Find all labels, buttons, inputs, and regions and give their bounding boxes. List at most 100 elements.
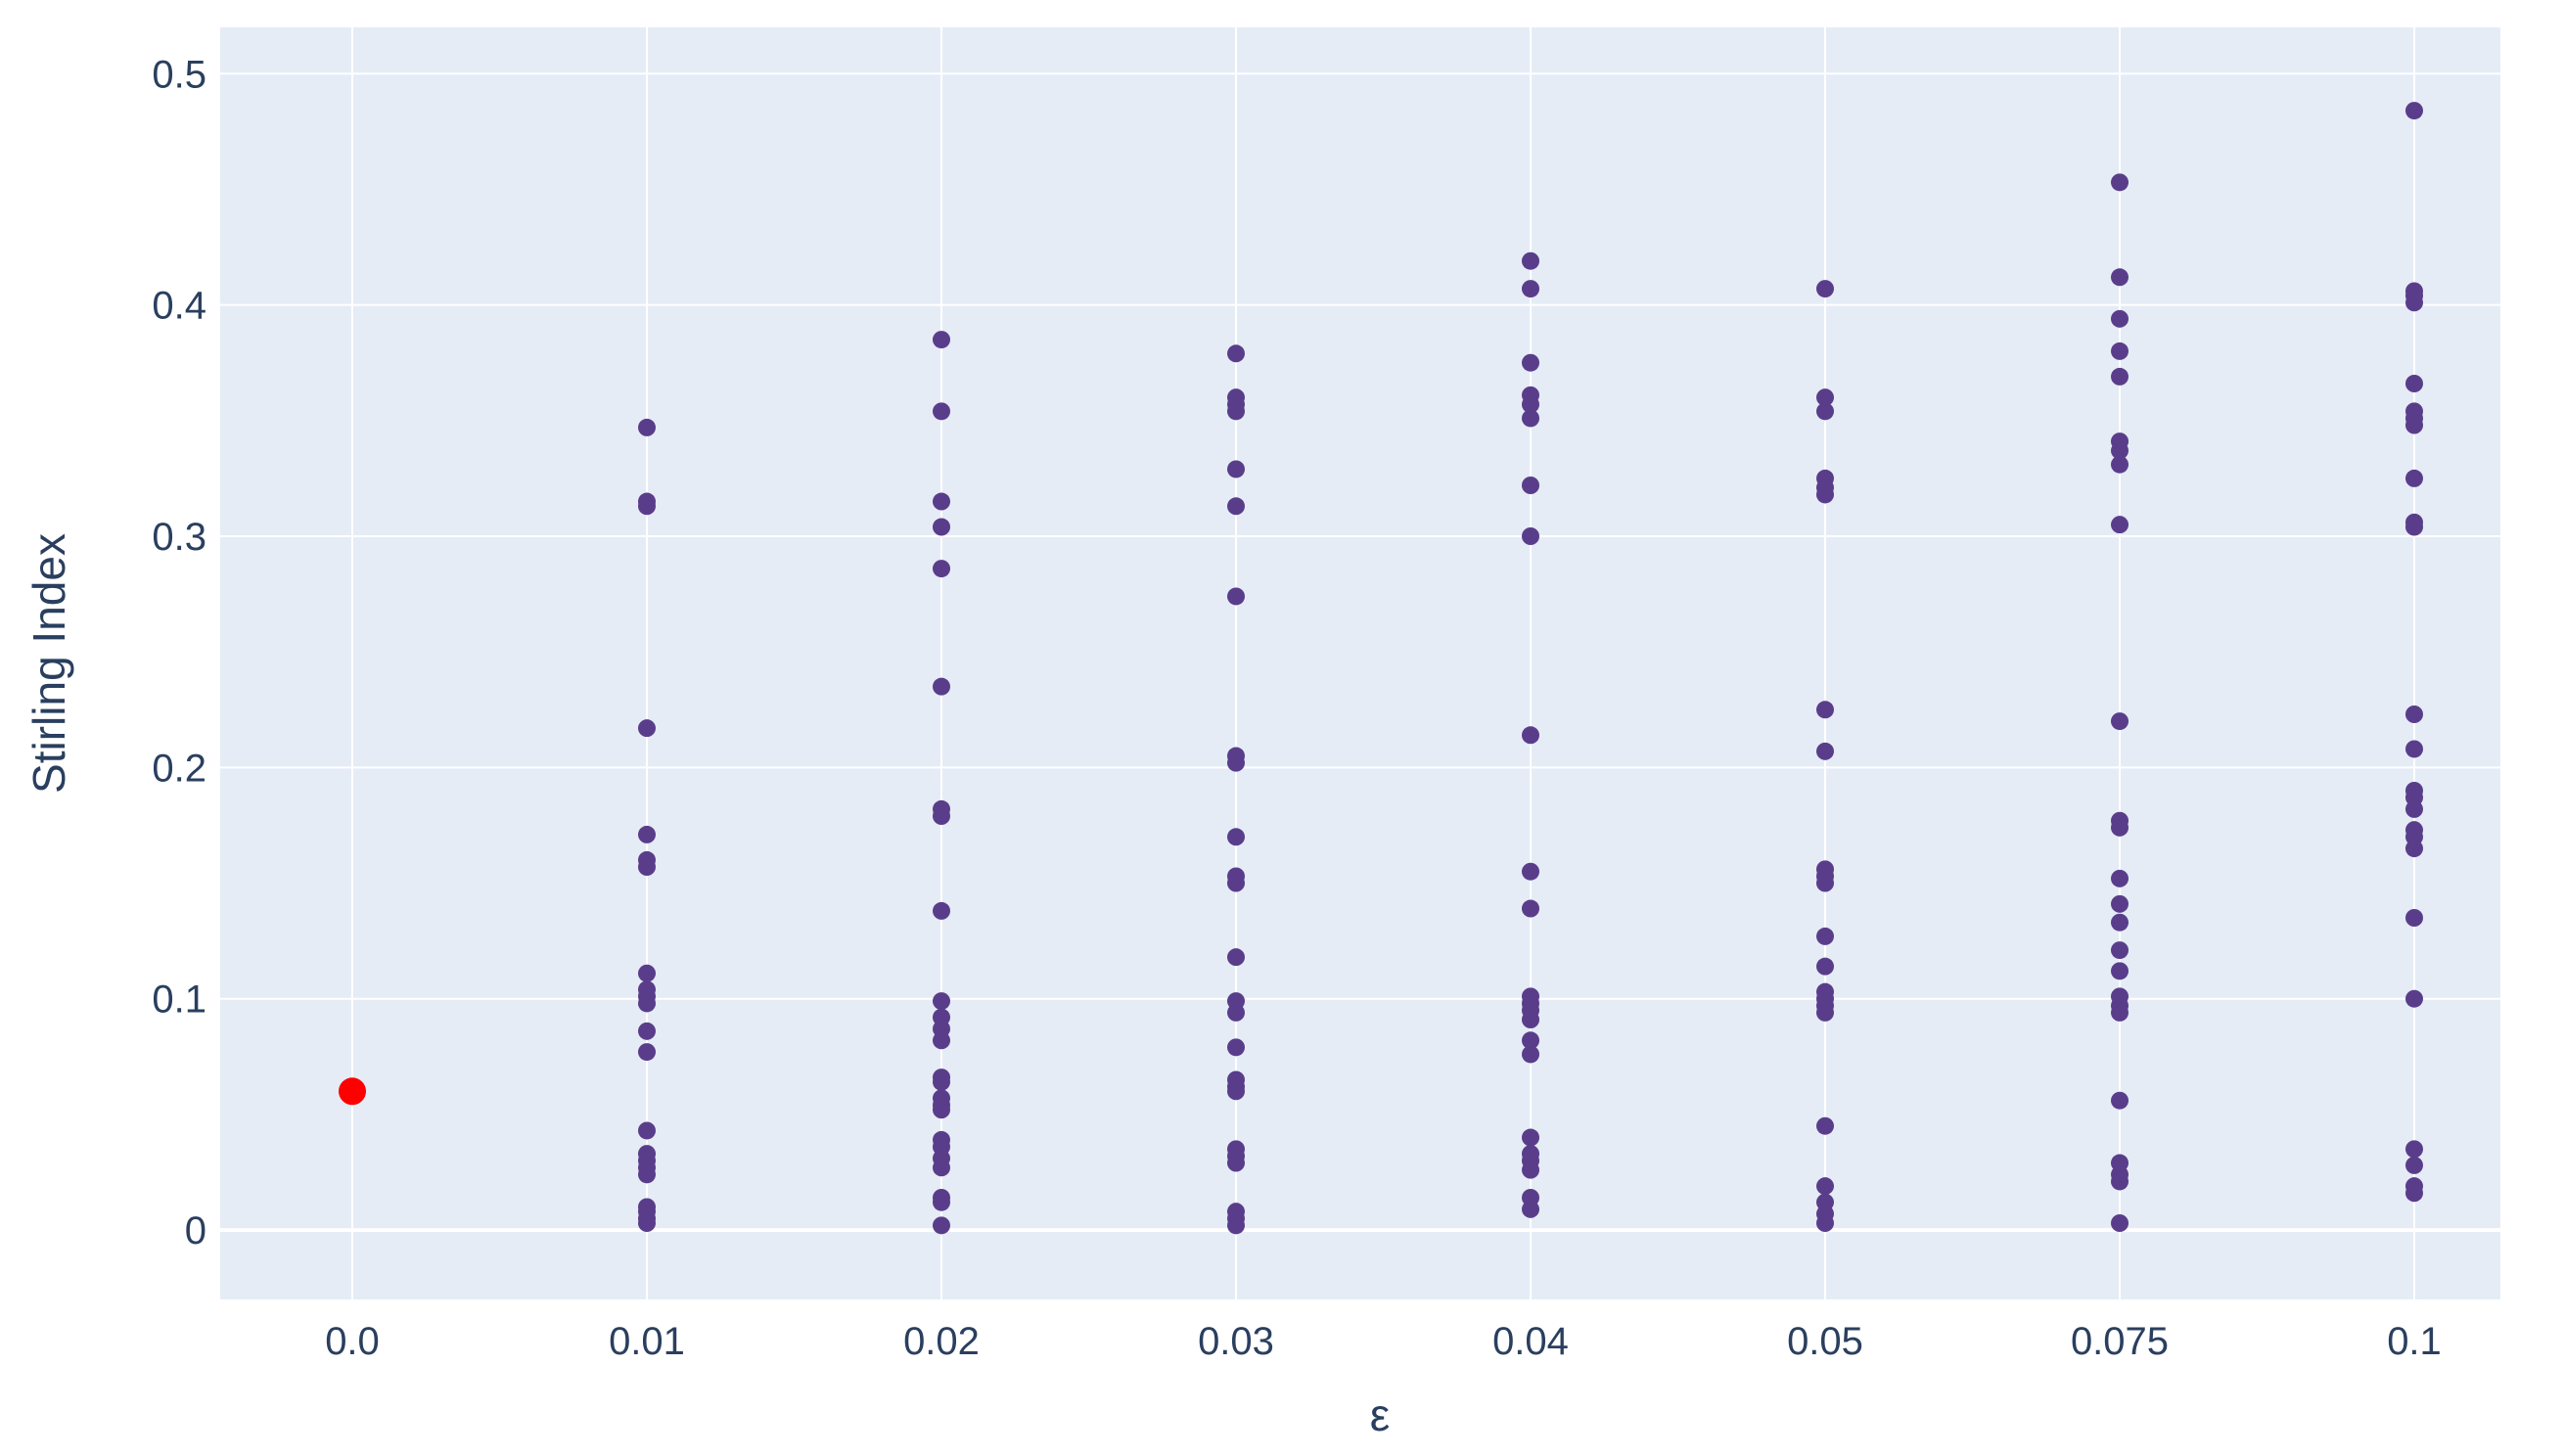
data-point (933, 1072, 950, 1091)
data-point (638, 825, 656, 843)
data-point (933, 677, 950, 696)
data-point (933, 1159, 950, 1177)
data-point (638, 418, 656, 436)
data-point (2111, 173, 2129, 192)
data-point (1816, 1003, 1834, 1022)
data-point (2405, 740, 2423, 758)
data-point (933, 807, 950, 825)
data-point (1816, 927, 1834, 945)
data-point (1227, 874, 1245, 892)
data-point (2111, 455, 2129, 474)
data-point (2405, 1156, 2423, 1174)
x-tick-label: 0.05 (1787, 1320, 1863, 1363)
data-point (2111, 818, 2129, 837)
data-point (2405, 375, 2423, 392)
x-tick-label: 0.02 (903, 1320, 980, 1363)
y-axis-title: Stirling Index (23, 533, 74, 794)
data-point (1522, 409, 1539, 428)
data-point (1227, 1216, 1245, 1235)
data-point (1522, 280, 1539, 298)
data-point (2111, 1172, 2129, 1191)
data-point (638, 1165, 656, 1184)
x-tick-labels: 0.0 0.01 0.02 0.03 0.04 0.05 0.075 0.1 (325, 1320, 2442, 1363)
data-point (2111, 268, 2129, 287)
data-point (1522, 1011, 1539, 1028)
data-point (638, 1022, 656, 1040)
data-point (1522, 1045, 1539, 1064)
data-point (2405, 840, 2423, 858)
data-point (638, 1043, 656, 1062)
data-point (1816, 485, 1834, 504)
data-point (1227, 828, 1245, 846)
data-point (933, 992, 950, 1011)
data-point (1522, 395, 1539, 414)
data-point (2111, 869, 2129, 887)
data-point (933, 402, 950, 421)
data-point (1816, 957, 1834, 976)
data-point (1522, 1031, 1539, 1050)
data-point (1522, 726, 1539, 745)
y-tick-label: 0.2 (152, 747, 206, 790)
data-point (2405, 705, 2423, 723)
data-point (1227, 948, 1245, 967)
data-point (638, 1214, 656, 1232)
data-point (2405, 1140, 2423, 1159)
data-point (1227, 1154, 1245, 1172)
plot-background (220, 27, 2500, 1299)
data-point (2405, 294, 2423, 312)
data-point (933, 1193, 950, 1211)
data-point (933, 1216, 950, 1235)
y-tick-labels: 0 0.1 0.2 0.3 0.4 0.5 (152, 53, 206, 1252)
data-point (2111, 894, 2129, 913)
data-point (933, 492, 950, 511)
data-point (2405, 416, 2423, 434)
data-point (1227, 344, 1245, 363)
data-point (638, 994, 656, 1013)
data-point (933, 901, 950, 920)
data-point (2111, 913, 2129, 932)
data-point (2405, 1184, 2423, 1203)
data-point (2111, 309, 2129, 328)
data-point (1522, 1200, 1539, 1218)
data-point (2111, 1214, 2129, 1232)
data-point (638, 1121, 656, 1140)
data-point (933, 1031, 950, 1050)
data-point (1522, 862, 1539, 881)
data-point (638, 719, 656, 738)
y-tick-label: 0.1 (152, 978, 206, 1022)
x-tick-label: 0.1 (2387, 1320, 2442, 1363)
y-tick-label: 0.4 (152, 285, 206, 328)
data-point (2111, 941, 2129, 960)
data-point (1227, 753, 1245, 772)
data-point (1522, 899, 1539, 918)
data-point (2405, 799, 2423, 818)
data-point (2111, 516, 2129, 534)
data-point (2111, 441, 2129, 460)
data-point (2405, 469, 2423, 487)
data-point (1522, 353, 1539, 372)
data-point (1816, 742, 1834, 760)
data-point (1227, 402, 1245, 421)
x-tick-label: 0.03 (1198, 1320, 1274, 1363)
data-point (2405, 518, 2423, 536)
data-point (1227, 1038, 1245, 1057)
data-point (1816, 388, 1834, 407)
data-point (1227, 1082, 1245, 1101)
data-point (638, 858, 656, 876)
data-point (1227, 497, 1245, 516)
data-point (1816, 1177, 1834, 1196)
data-point (2111, 1091, 2129, 1110)
y-tick-label: 0 (185, 1209, 206, 1252)
data-point (1227, 1003, 1245, 1022)
data-point (638, 964, 656, 982)
data-point (2405, 989, 2423, 1008)
data-point (933, 1101, 950, 1119)
data-point (1227, 460, 1245, 478)
data-point (1816, 1214, 1834, 1232)
data-point (2111, 341, 2129, 360)
data-point (2111, 367, 2129, 386)
highlight-point (339, 1077, 366, 1106)
data-point (1522, 1128, 1539, 1147)
data-point (1522, 477, 1539, 494)
x-axis-title: ε (1370, 1389, 1391, 1440)
